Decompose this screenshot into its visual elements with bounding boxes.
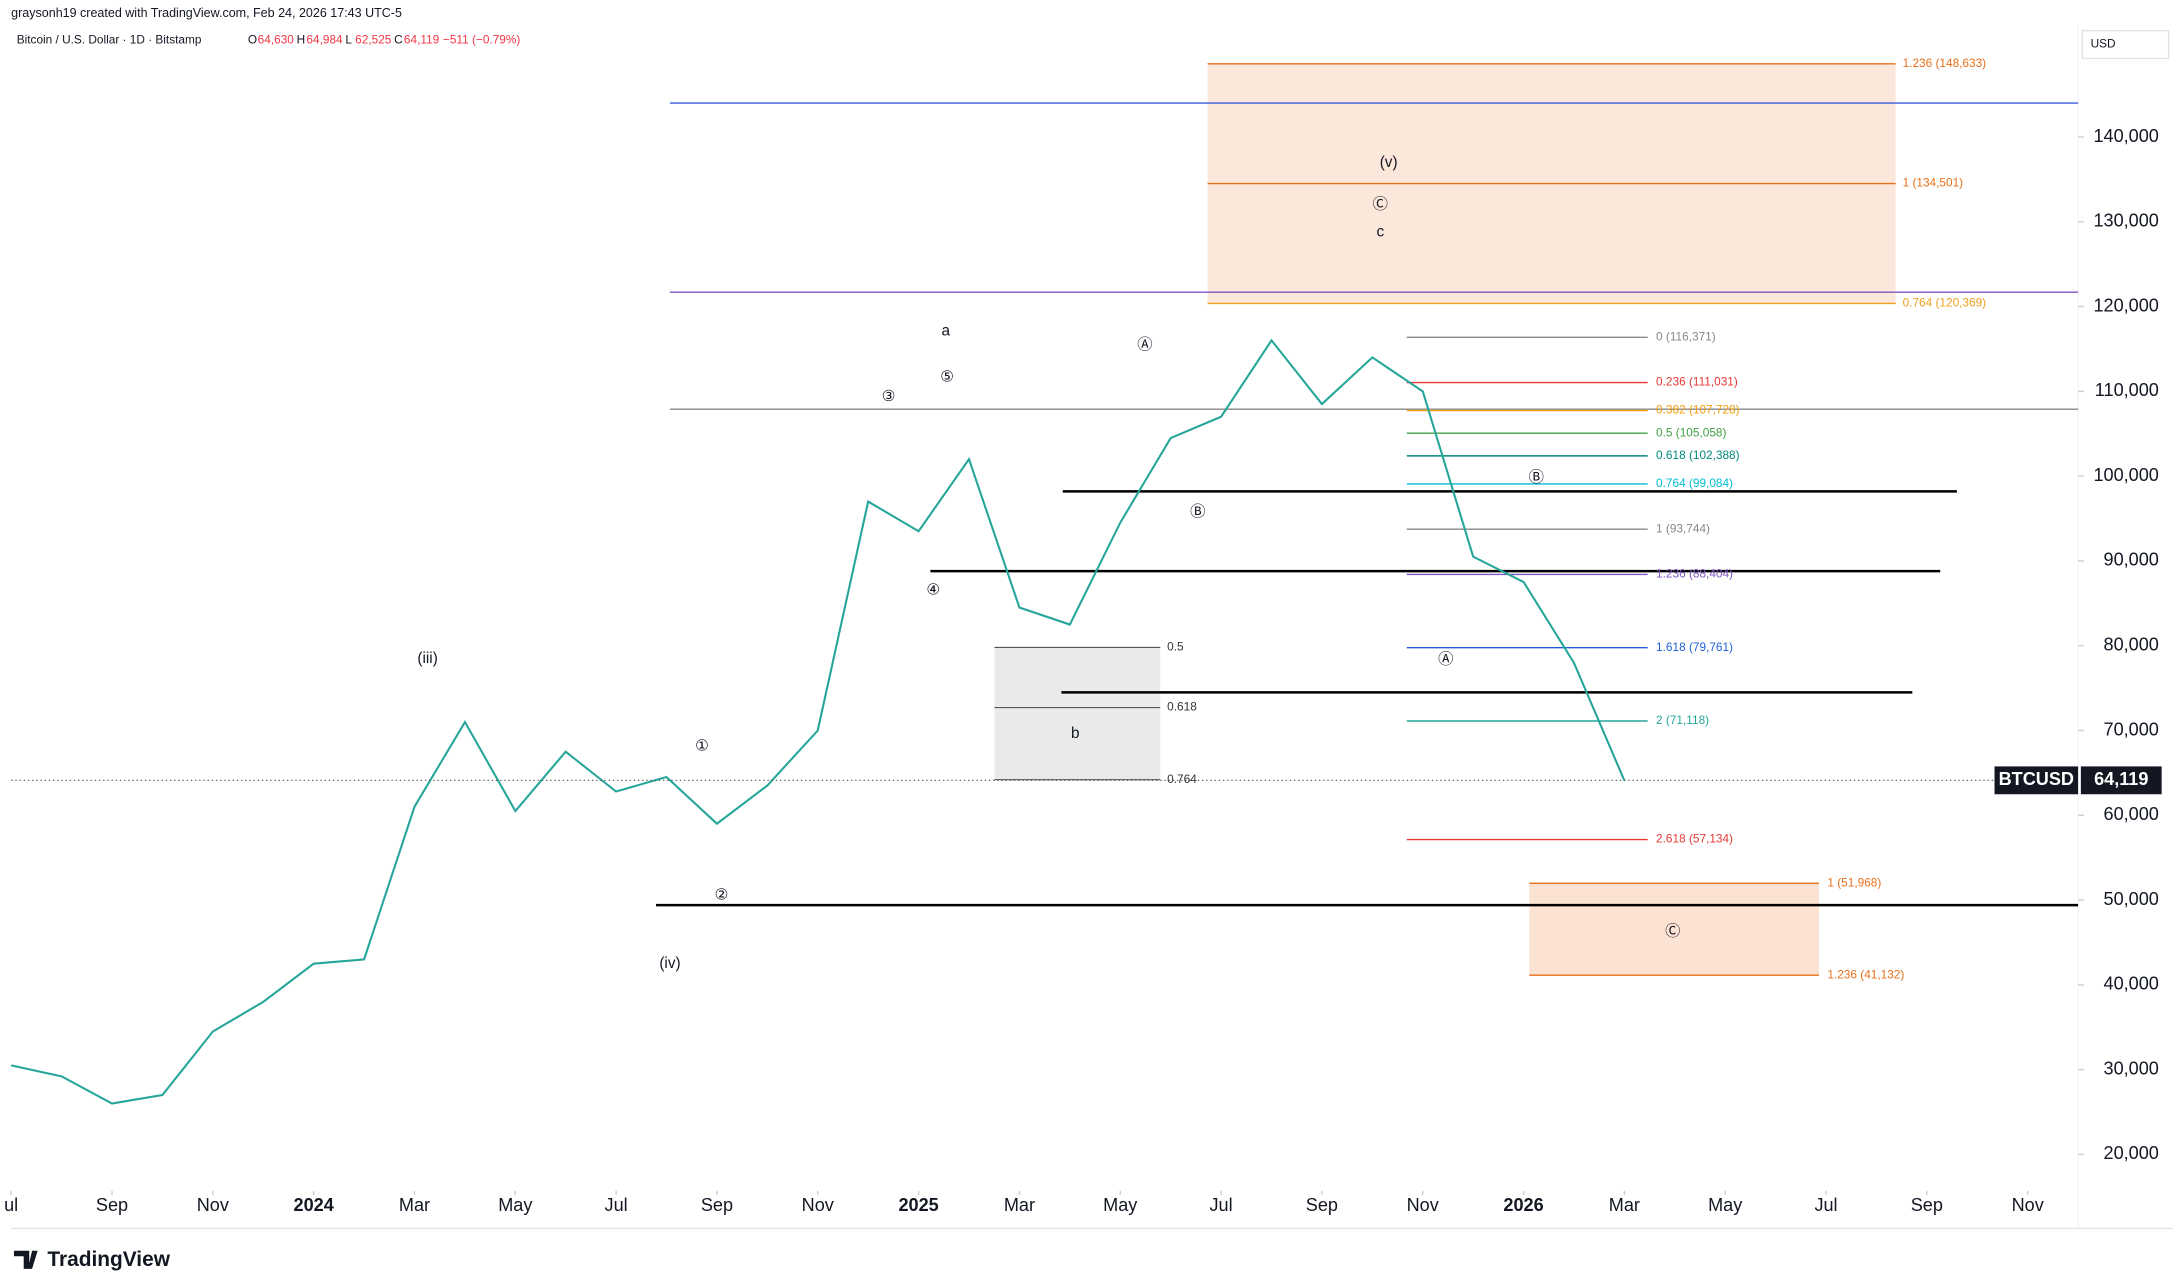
wave-label: (iii)	[417, 650, 437, 667]
x-tick-label: Nov	[802, 1195, 834, 1215]
wave-label: Ⓑ	[1190, 504, 1205, 521]
wave-label: (v)	[1380, 154, 1398, 171]
change: −511 (−0.79%)	[443, 33, 520, 47]
retrace-label: 0.5	[1167, 640, 1184, 654]
fib-label: 0.382 (107,728)	[1656, 403, 1740, 417]
x-tick-label: Mar	[399, 1195, 430, 1215]
fib-label: 1.236 (41,132)	[1827, 967, 1904, 981]
wave-label: ④	[926, 582, 940, 599]
fib-label: 0 (116,371)	[1656, 329, 1716, 343]
retrace-label: 0.764	[1167, 772, 1197, 786]
fib-label: 1 (51,968)	[1827, 875, 1881, 889]
ohlc-value: 64,984	[306, 33, 343, 47]
wave-label: ①	[695, 738, 709, 755]
wave-label: Ⓐ	[1137, 336, 1152, 353]
fib-label: 0.5 (105,058)	[1656, 425, 1726, 439]
fib-label: 1.236 (148,633)	[1903, 56, 1987, 70]
y-tick-label: 30,000	[2104, 1058, 2159, 1078]
x-tick-label: Mar	[1004, 1195, 1035, 1215]
fib-label: 1 (134,501)	[1903, 176, 1964, 190]
x-tick-label: Sep	[701, 1195, 733, 1215]
fib-label: 0.236 (111,031)	[1656, 375, 1738, 389]
y-tick-label: 90,000	[2104, 550, 2159, 570]
y-tick-label: 110,000	[2095, 380, 2159, 400]
fib-box	[1529, 883, 1820, 976]
x-tick-label: Mar	[1609, 1195, 1640, 1215]
ohlc-key: H	[297, 33, 306, 47]
fib-label: 0.764 (120,369)	[1903, 296, 1987, 310]
wave-label: Ⓒ	[1665, 923, 1680, 940]
wave-label: ③	[882, 388, 896, 405]
y-tick-label: 50,000	[2104, 889, 2159, 909]
fib-label: 2.618 (57,134)	[1656, 832, 1733, 846]
ohlc-key: O	[248, 33, 257, 47]
wave-label: ⑤	[940, 368, 954, 385]
fib-label: 1.618 (79,761)	[1656, 640, 1733, 654]
credit: graysonh19 created with TradingView.com,…	[11, 6, 402, 20]
y-tick-label: 100,000	[2093, 465, 2158, 485]
retrace-label: 0.618	[1167, 700, 1197, 714]
wave-label: Ⓐ	[1438, 651, 1453, 668]
ohlc-key: C	[394, 33, 403, 47]
price-tag	[2080, 766, 2162, 795]
ohlc-key: L	[345, 33, 352, 47]
wave-label: (iv)	[659, 955, 680, 972]
symbol-tag	[1994, 766, 2079, 795]
brand: TradingView	[47, 1248, 170, 1271]
wave-label: c	[1376, 224, 1384, 241]
y-tick-label: 80,000	[2104, 634, 2159, 654]
y-tick-label: 120,000	[2093, 295, 2158, 315]
x-tick-label: 2024	[294, 1195, 334, 1215]
fib-label: 2 (71,118)	[1656, 713, 1709, 727]
x-tick-label: May	[1708, 1195, 1743, 1215]
symbol-tag-text: BTCUSD	[1999, 769, 2074, 789]
x-tick-label: Jul	[605, 1195, 628, 1215]
x-tick-label: Sep	[1306, 1195, 1338, 1215]
retrace-box	[994, 647, 1161, 780]
y-tick-label: 140,000	[2093, 126, 2158, 146]
x-tick-label: Nov	[2012, 1195, 2044, 1215]
currency-box[interactable]	[2081, 29, 2170, 60]
x-tick-label: 2026	[1503, 1195, 1543, 1215]
symbol: Bitcoin / U.S. Dollar · 1D · Bitstamp	[17, 33, 202, 47]
x-tick-label: Jul	[1814, 1195, 1837, 1215]
wave-label: b	[1071, 725, 1080, 742]
x-tick-label: Jul	[1210, 1195, 1233, 1215]
x-tick-label: May	[498, 1195, 533, 1215]
x-tick-label: Sep	[96, 1195, 128, 1215]
x-tick-label: ul	[4, 1195, 18, 1215]
y-tick-label: 20,000	[2104, 1143, 2159, 1163]
price-tag-text: 64,119	[2094, 769, 2148, 789]
x-tick-label: 2025	[898, 1195, 938, 1215]
fib-label: 0.764 (99,084)	[1656, 476, 1733, 490]
ohlc-value: 62,525	[355, 33, 392, 47]
wave-label: Ⓒ	[1373, 196, 1388, 213]
price-line	[10, 338, 1626, 1105]
y-tick-label: 130,000	[2093, 211, 2158, 231]
wave-label: ②	[715, 887, 729, 904]
x-tick-label: Nov	[1407, 1195, 1439, 1215]
y-tick-label: 40,000	[2104, 974, 2159, 994]
y-tick-label: 70,000	[2104, 719, 2159, 739]
x-tick-label: May	[1103, 1195, 1138, 1215]
currency[interactable]: USD	[2091, 37, 2116, 51]
x-tick-label: Sep	[1911, 1195, 1943, 1215]
fib-label: 1 (93,744)	[1656, 521, 1710, 535]
logo: TradingView	[13, 1248, 171, 1271]
wave-label: a	[941, 323, 950, 340]
wave-label: Ⓑ	[1529, 469, 1544, 486]
y-tick-label: 60,000	[2104, 804, 2159, 824]
logo-mark	[13, 1250, 38, 1269]
ohlc-value: 64,630	[258, 33, 295, 47]
x-tick-label: Nov	[197, 1195, 229, 1215]
ohlc-value: 64,119	[404, 33, 440, 47]
fib-label: 1.236 (88,404)	[1656, 567, 1733, 581]
fib-label: 0.618 (102,388)	[1656, 448, 1740, 462]
